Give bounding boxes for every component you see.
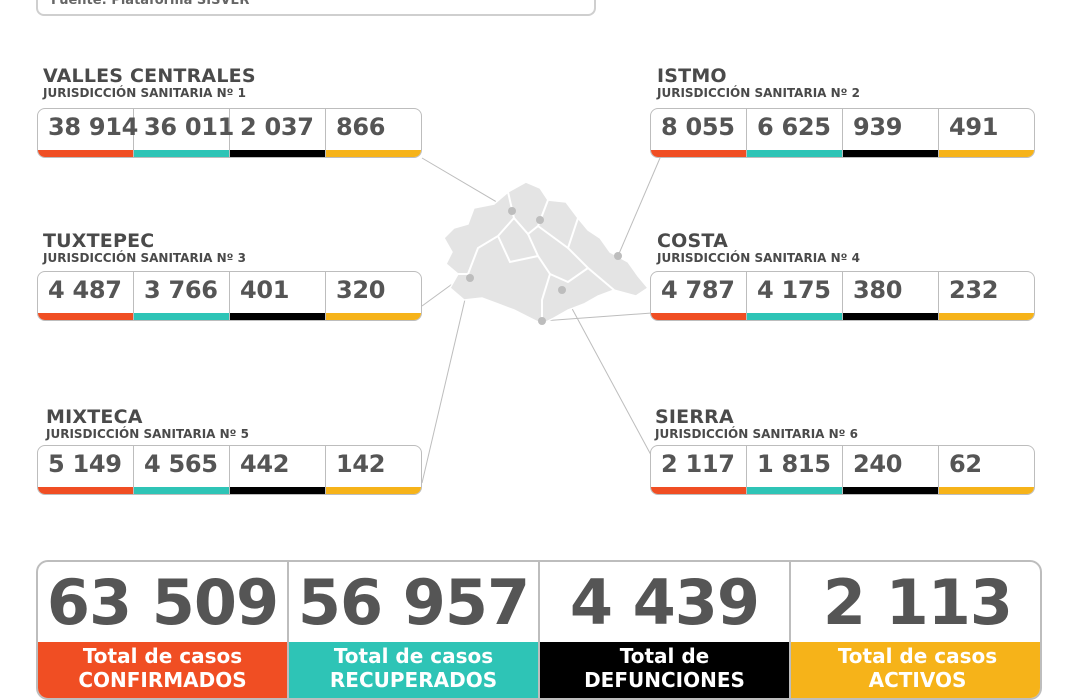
- region-jurisdiction: JURISDICCIÓN SANITARIA Nº 2: [657, 86, 860, 100]
- stat-confirmados: 5 149: [38, 446, 134, 494]
- region-stats-sierra: 2 117 1 815 240 62: [650, 445, 1035, 495]
- region-name: TUXTEPEC: [43, 230, 155, 252]
- stat-activos: 232: [939, 272, 1034, 320]
- stat-recuperados: 3 766: [134, 272, 230, 320]
- stat-confirmados: 2 117: [651, 446, 747, 494]
- stat-defunciones: 240: [843, 446, 939, 494]
- map-point-tuxtepec: [536, 216, 544, 224]
- map-point-valles: [508, 207, 516, 215]
- total-activos: 2 113 Total de casos ACTIVOS: [791, 562, 1040, 698]
- region-stats-istmo: 8 055 6 625 939 491: [650, 108, 1035, 158]
- stat-activos: 866: [326, 109, 421, 157]
- stat-defunciones: 939: [843, 109, 939, 157]
- region-sierra: SIERRA JURISDICCIÓN SANITARIA Nº 6: [655, 407, 858, 441]
- total-value: 56 957: [297, 566, 530, 639]
- total-value: 63 509: [46, 566, 279, 639]
- stat-recuperados: 6 625: [747, 109, 843, 157]
- region-costa: COSTA JURISDICCIÓN SANITARIA Nº 4: [657, 231, 860, 265]
- stat-activos: 142: [326, 446, 421, 494]
- region-name: MIXTECA: [46, 406, 143, 428]
- source-text: Fuente: Plataforma SISVER: [51, 0, 250, 8]
- total-defunciones: 4 439 Total de DEFUNCIONES: [540, 562, 791, 698]
- region-name: VALLES CENTRALES: [43, 65, 256, 87]
- region-stats-costa: 4 787 4 175 380 232: [650, 271, 1035, 321]
- region-name: SIERRA: [655, 406, 734, 428]
- map-point-costa: [538, 317, 546, 325]
- map-point-sierra: [558, 286, 566, 294]
- stat-activos: 491: [939, 109, 1034, 157]
- stat-recuperados: 36 011: [134, 109, 234, 157]
- region-jurisdiction: JURISDICCIÓN SANITARIA Nº 4: [657, 251, 860, 265]
- region-jurisdiction: JURISDICCIÓN SANITARIA Nº 6: [655, 427, 858, 441]
- map-point-mixteca: [466, 274, 474, 282]
- oaxaca-map: [443, 181, 648, 325]
- stat-defunciones: 2 037: [230, 109, 326, 157]
- stat-activos: 320: [326, 272, 421, 320]
- stat-recuperados: 4 565: [134, 446, 230, 494]
- source-box: Fuente: Plataforma SISVER: [36, 0, 596, 16]
- region-stats-valles: 38 914 36 011 2 037 866: [37, 108, 422, 158]
- region-stats-mixteca: 5 149 4 565 442 142: [37, 445, 422, 495]
- region-istmo: ISTMO JURISDICCIÓN SANITARIA Nº 2: [657, 66, 860, 100]
- region-stats-tuxtepec: 4 487 3 766 401 320: [37, 271, 422, 321]
- total-label: Total de casos CONFIRMADOS: [38, 642, 287, 698]
- stat-recuperados: 1 815: [747, 446, 843, 494]
- stat-confirmados: 4 787: [651, 272, 747, 320]
- stat-confirmados: 4 487: [38, 272, 134, 320]
- total-value: 2 113: [822, 566, 1013, 639]
- region-tuxtepec: TUXTEPEC JURISDICCIÓN SANITARIA Nº 3: [43, 231, 246, 265]
- total-value: 4 439: [569, 566, 760, 639]
- totals-panel: 63 509 Total de casos CONFIRMADOS 56 957…: [36, 560, 1042, 700]
- stat-recuperados: 4 175: [747, 272, 843, 320]
- region-valles-centrales: VALLES CENTRALES JURISDICCIÓN SANITARIA …: [43, 66, 256, 100]
- region-name: COSTA: [657, 230, 728, 252]
- stat-confirmados: 8 055: [651, 109, 747, 157]
- region-name: ISTMO: [657, 65, 727, 87]
- region-mixteca: MIXTECA JURISDICCIÓN SANITARIA Nº 5: [46, 407, 249, 441]
- map-point-istmo: [614, 252, 622, 260]
- total-recuperados: 56 957 Total de casos RECUPERADOS: [289, 562, 540, 698]
- region-jurisdiction: JURISDICCIÓN SANITARIA Nº 1: [43, 86, 246, 100]
- stat-confirmados: 38 914: [38, 109, 138, 157]
- total-label: Total de DEFUNCIONES: [540, 642, 789, 698]
- stat-defunciones: 401: [230, 272, 326, 320]
- total-label: Total de casos ACTIVOS: [791, 642, 1040, 698]
- total-confirmados: 63 509 Total de casos CONFIRMADOS: [38, 562, 289, 698]
- region-jurisdiction: JURISDICCIÓN SANITARIA Nº 5: [46, 427, 249, 441]
- stat-activos: 62: [939, 446, 1034, 494]
- region-jurisdiction: JURISDICCIÓN SANITARIA Nº 3: [43, 251, 246, 265]
- total-label: Total de casos RECUPERADOS: [289, 642, 538, 698]
- stat-defunciones: 380: [843, 272, 939, 320]
- stat-defunciones: 442: [230, 446, 326, 494]
